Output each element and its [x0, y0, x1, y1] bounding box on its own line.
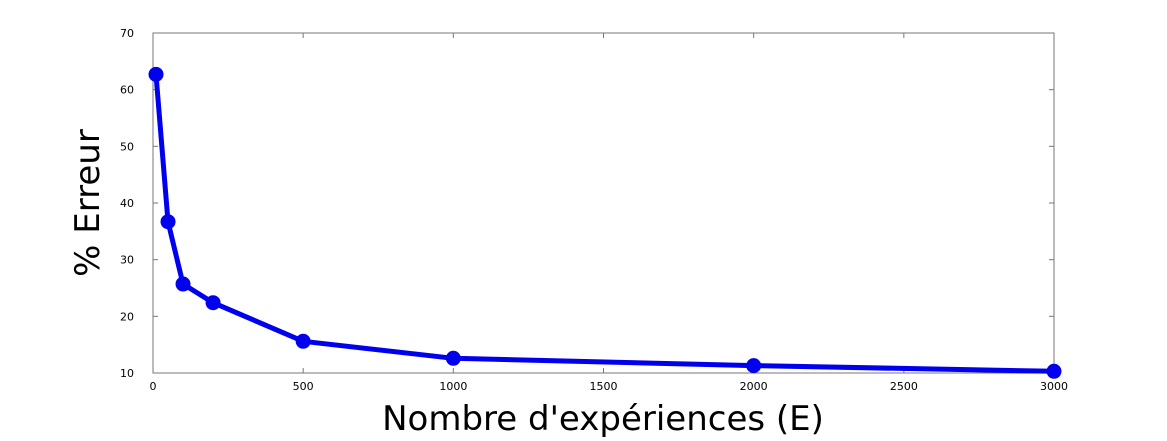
y-tick-label: 10	[120, 367, 134, 380]
y-tick-label: 60	[120, 84, 134, 97]
x-tick-label: 0	[150, 380, 157, 393]
data-point	[746, 358, 762, 374]
y-tick-label: 20	[120, 310, 134, 323]
y-axis-title: % Erreur	[68, 129, 108, 277]
data-point	[1046, 363, 1062, 379]
plot-frame	[152, 32, 1055, 374]
series-line	[153, 71, 1057, 374]
x-tick-label: 2000	[740, 380, 768, 393]
y-tick-label: 40	[120, 197, 134, 210]
x-axis-title: Nombre d'expériences (E)	[382, 399, 824, 439]
data-point	[295, 333, 311, 349]
x-tick-label: 1500	[590, 380, 618, 393]
x-tick-label: 2500	[890, 380, 918, 393]
x-tick-label: 500	[293, 380, 314, 393]
series-layer	[148, 66, 1062, 379]
y-tick-label: 30	[120, 254, 134, 267]
y-tick-label: 50	[120, 140, 134, 153]
data-point	[205, 295, 221, 311]
y-tick-label: 70	[120, 27, 134, 40]
data-point	[445, 350, 461, 366]
x-tick-label: 1000	[439, 380, 467, 393]
data-point	[175, 276, 191, 292]
x-tick-label: 3000	[1040, 380, 1068, 393]
ticks-layer: 0 500 1000 1500 2000 2500 3000 10 20 30 40 50 60 70	[120, 27, 1068, 393]
data-point	[160, 214, 176, 230]
data-point	[148, 66, 164, 82]
